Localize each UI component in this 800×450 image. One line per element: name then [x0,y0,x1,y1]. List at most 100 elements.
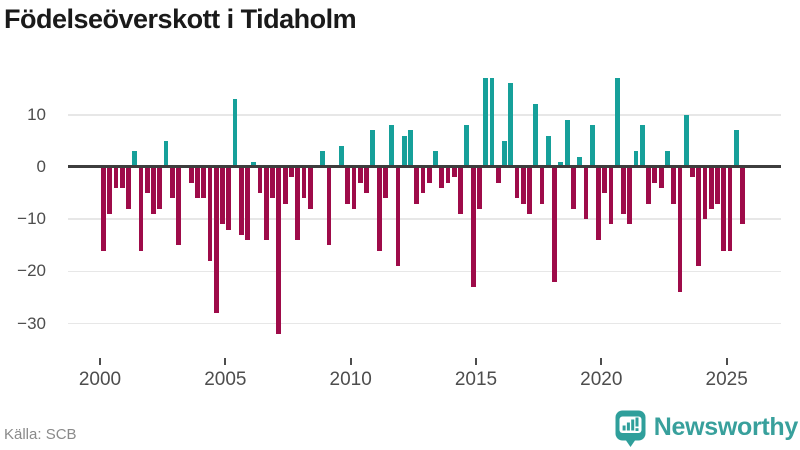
bar-positive [483,78,489,167]
bar-negative [207,167,213,261]
bar-positive [339,146,344,167]
bar-negative [708,167,714,209]
bar-negative [470,167,476,288]
bar-positive [163,140,169,167]
x-axis-tick [600,358,603,365]
bar-negative [226,167,232,230]
bar-negative [101,167,106,251]
bar-negative [702,167,708,220]
bar-positive [683,114,689,167]
bar-negative [307,167,313,209]
bar-negative [652,167,658,183]
bar-positive [433,151,438,167]
bar-negative [270,167,275,199]
x-axis-label: 2000 [78,369,122,390]
bar-positive [251,161,257,167]
x-axis-tick [725,358,728,365]
bar-negative [107,167,113,214]
gridline [68,322,781,325]
bar-negative [696,167,702,267]
bar-negative [295,167,301,241]
bar-positive [545,135,551,167]
bar-negative [602,167,608,194]
brand-logo: Newsworthy [615,410,798,450]
x-axis-tick [224,358,227,365]
bar-negative [188,167,194,183]
bar-negative [677,167,683,293]
x-axis-label: 2010 [329,369,372,390]
brand-wordmark: Newsworthy [653,413,799,441]
bar-negative [126,167,131,209]
bar-negative [201,167,207,199]
bar-negative [420,167,426,194]
bar-negative [596,167,601,241]
bar-positive [633,151,639,167]
bar-negative [608,167,614,225]
bar-negative [520,167,526,204]
bar-negative [621,167,626,214]
bar-positive [502,140,507,167]
bar-negative [671,167,677,204]
bar-positive [665,151,670,167]
bar-positive [464,125,470,167]
bar-positive [577,156,583,167]
bar-positive [639,125,645,167]
bar-negative [495,167,501,183]
bar-negative [151,167,156,214]
gridline [68,270,781,273]
bar-negative [195,167,200,199]
newsworthy-badge-icon [615,410,646,447]
bar-negative [583,167,589,220]
chart-title: Födelseöverskott i Tidaholm [4,4,357,34]
bar-negative [658,167,664,188]
bar-positive [401,135,407,167]
bar-negative [238,167,244,235]
bar-negative [276,167,282,335]
bar-positive [389,125,395,167]
bar-negative [351,167,357,209]
x-axis-tick [99,358,101,365]
bar-positive [232,99,238,167]
bar-negative [727,167,733,251]
x-axis-tick [349,358,352,365]
bar-positive [508,83,514,167]
bar-positive [564,120,570,167]
bar-negative [451,167,457,178]
bar-negative [477,167,482,209]
bar-negative [395,167,401,267]
bar-chart: 10 0 −10 −20 −30 2000 2005 2010 2015 2020 2025 [17,78,781,390]
bar-negative [445,167,451,183]
bar-positive [489,78,495,167]
bar-negative [715,167,720,204]
bar-negative [458,167,463,214]
bar-negative [552,167,557,282]
gridline [68,114,781,116]
bar-negative [213,167,219,314]
bar-negative [176,167,181,246]
bar-negative [690,167,695,178]
y-axis-label: −20 [17,261,46,281]
bar-negative [357,167,363,183]
bar-negative [138,167,144,251]
source-caption: Källa: SCB [4,426,77,443]
bar-negative [345,167,351,204]
bar-negative [144,167,150,194]
x-axis-tick [474,358,477,365]
bar-negative [414,167,420,204]
y-axis-label: 10 [27,104,46,124]
bar-negative [326,167,332,246]
bar-negative [514,167,520,199]
bar-negative [282,167,288,204]
bar-negative [426,167,432,183]
bar-positive [408,130,413,167]
bar-negative [257,167,263,194]
y-axis-label: 0 [36,157,46,176]
bar-positive [132,151,138,167]
gridline [68,218,781,220]
bar-negative [721,167,727,251]
bar-negative [263,167,269,241]
bar-negative [245,167,250,241]
y-axis-label: −10 [17,209,46,229]
bar-positive [614,78,620,167]
bar-negative [539,167,545,204]
